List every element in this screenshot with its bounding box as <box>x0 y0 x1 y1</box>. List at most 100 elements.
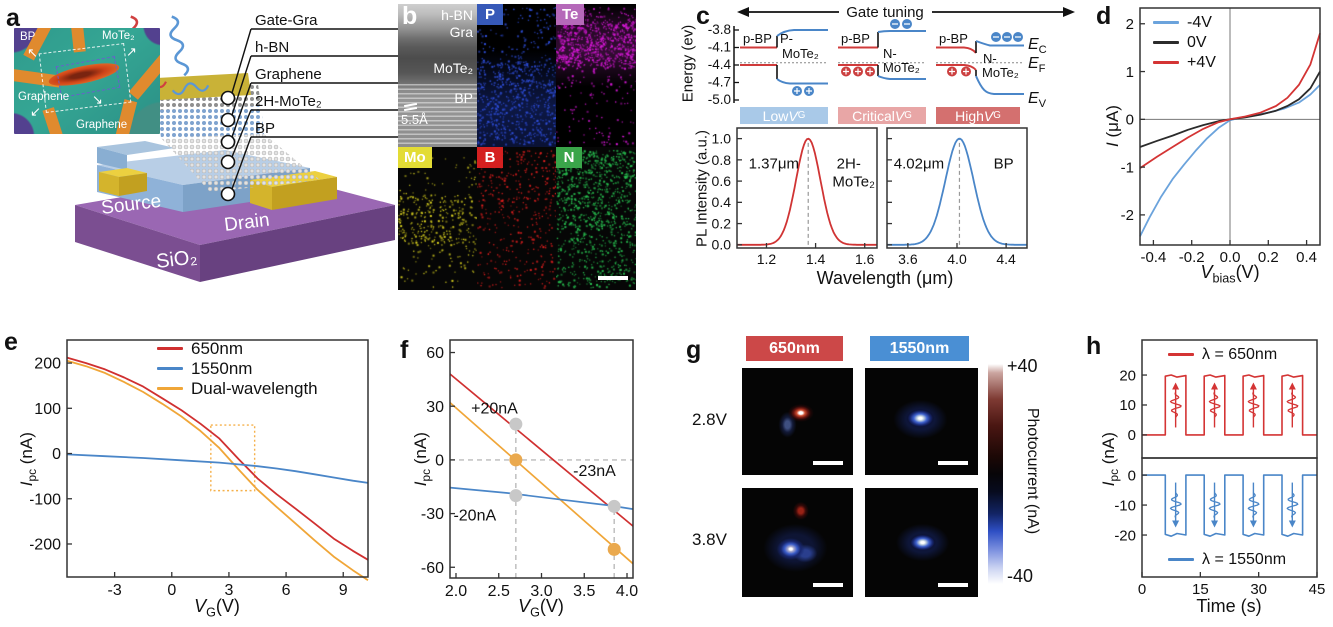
svg-text:1: 1 <box>1126 64 1134 81</box>
arrow-right-icon <box>1063 7 1075 17</box>
hole-icon <box>947 67 971 77</box>
legend-item: -4V <box>1153 14 1216 31</box>
gate-tuning-label: Gate tuning <box>846 4 924 21</box>
arrow-left-icon <box>737 7 749 17</box>
arrow-icon: ↗ <box>126 44 137 60</box>
svg-text:20: 20 <box>1119 367 1136 384</box>
gate-xlabel: VG(V) <box>137 596 297 620</box>
photocurrent-map-1550nm-2-8v <box>865 368 978 475</box>
eds-map-Te-canvas <box>556 4 636 147</box>
svg-text:1.4: 1.4 <box>806 251 826 267</box>
panel-h-letter: h <box>1086 332 1101 361</box>
svg-text:9: 9 <box>339 582 348 599</box>
legend-item: λ = 650nm <box>1168 346 1277 363</box>
eds-map-Mo-canvas <box>398 147 477 290</box>
svg-text:-23nA: -23nA <box>573 463 616 480</box>
iv-ylabel: I (μA) <box>1103 56 1123 196</box>
scale-bar <box>813 461 843 465</box>
svg-text:45: 45 <box>1309 581 1326 598</box>
mote2-layer-band <box>158 106 264 138</box>
nmote2-label-b: MoTe₂ <box>883 60 920 75</box>
svg-text:3.6: 3.6 <box>898 251 918 267</box>
eds-map-Te: Te <box>556 4 636 147</box>
energy-tick: -5.0 <box>708 92 731 107</box>
ev-label: EV <box>1028 90 1046 110</box>
svg-text:-200: -200 <box>30 537 61 554</box>
legend-item: 0V <box>1153 34 1216 51</box>
svg-text:+20nA: +20nA <box>471 400 518 417</box>
blue-pulse-icon <box>167 16 189 77</box>
legend-line-icon <box>157 387 183 390</box>
legend-item: 650nm <box>157 340 318 357</box>
pbp-label: p-BP <box>841 31 870 46</box>
scale-bar <box>598 276 628 280</box>
pl-spectrum-mote2-chart: 1.2 1.4 1.6 1.0 0.8 0.6 0.4 0.2 0.0 1.37μm 2H-MoTe… <box>700 122 890 292</box>
row-label-2-8v: 2.8V <box>692 410 727 430</box>
svg-text:-3: -3 <box>108 582 122 599</box>
legend-line-icon <box>1168 353 1194 356</box>
colorbar-max: +40 <box>1007 356 1038 377</box>
panel-g-letter: g <box>686 336 701 365</box>
svg-text:-2: -2 <box>1121 207 1134 224</box>
zoom-xlabel: VG(V) <box>461 596 621 620</box>
hole-icon <box>792 86 814 96</box>
svg-text:1.37μm: 1.37μm <box>749 155 799 172</box>
photocurrent-map-650nm-2-8v <box>742 368 853 475</box>
energy-axis-label: Energy (ev) <box>680 0 697 134</box>
gate-legend: 650nm 1550nm Dual-wavelength <box>157 340 318 397</box>
time-legend-bottom: λ = 1550nm <box>1168 551 1286 568</box>
svg-text:-20: -20 <box>1114 527 1136 544</box>
legend-item: 1550nm <box>157 360 318 377</box>
svg-text:0.4: 0.4 <box>712 194 732 210</box>
svg-text:2: 2 <box>1126 16 1134 33</box>
pmote2-label-a: P- <box>780 31 793 46</box>
panel-b-letter: b <box>402 2 417 31</box>
energy-tick: -4.4 <box>708 57 732 72</box>
inset-graphene-left-label: Graphene <box>18 91 69 103</box>
svg-text:-60: -60 <box>421 560 444 577</box>
svg-text:1.6: 1.6 <box>855 251 875 267</box>
layer-label-gate-gra: Gate-Gra <box>255 12 318 29</box>
colorbar-label: Photocurrent (nA) <box>1023 391 1041 551</box>
element-badge-Mo: Mo <box>398 147 432 168</box>
optical-microscope-inset: BP ↖ MoTe₂ ↗ Graphene ↙ Graphene ↘ <box>14 28 160 134</box>
element-badge-B: B <box>477 147 503 168</box>
gate-ylabel: Ipc (nA) <box>17 389 39 529</box>
svg-text:4.02μm: 4.02μm <box>894 155 944 172</box>
row-label-3-8v: 3.8V <box>692 530 727 550</box>
pbp-label: p-BP <box>743 31 772 46</box>
energy-tick: -4.1 <box>708 40 731 55</box>
element-badge-P: P <box>477 4 503 25</box>
figure-root: a <box>0 0 1333 627</box>
column-badge-1550nm: 1550nm <box>870 336 969 361</box>
svg-text:1.2: 1.2 <box>757 251 777 267</box>
electron-icon <box>991 32 1023 42</box>
svg-text:0: 0 <box>1128 427 1136 444</box>
svg-text:0: 0 <box>1138 581 1146 598</box>
legend-item: +4V <box>1153 54 1216 71</box>
layer-label-bp: BP <box>255 120 275 137</box>
tem-label-hbn: h-BN <box>441 7 473 23</box>
scale-bar <box>938 583 968 587</box>
pbp-label: p-BP <box>939 31 968 46</box>
photocurrent-map-1550nm-3-8v <box>865 488 978 597</box>
iv-legend: -4V 0V +4V <box>1153 14 1216 71</box>
ec-label: EC <box>1028 36 1047 56</box>
svg-text:BP: BP <box>994 155 1014 172</box>
svg-text:-20nA: -20nA <box>453 508 496 525</box>
colorbar-min: -40 <box>1007 566 1033 587</box>
zoom-ylabel: Ipc (nA) <box>411 389 433 529</box>
layer-label-hbn: h-BN <box>255 39 289 56</box>
pl-ylabel: PL Intensity (a.u.) <box>694 119 711 259</box>
nmote2-label-b: MoTe₂ <box>982 65 1019 80</box>
element-badge-Te: Te <box>556 4 584 25</box>
scale-bar <box>938 461 968 465</box>
legend-line-icon <box>157 347 183 350</box>
tem-label-mote2: MoTe₂ <box>433 60 473 76</box>
eds-map-P-canvas <box>477 4 556 147</box>
band-diagram-high-vg: p-BP N- MoTe₂ <box>936 31 1024 94</box>
inset-mote2-label: MoTe₂ <box>102 30 135 42</box>
tem-label-gra: Gra <box>450 24 473 40</box>
eds-map-Mo: Mo <box>398 147 477 290</box>
svg-text:0.6: 0.6 <box>712 173 732 189</box>
